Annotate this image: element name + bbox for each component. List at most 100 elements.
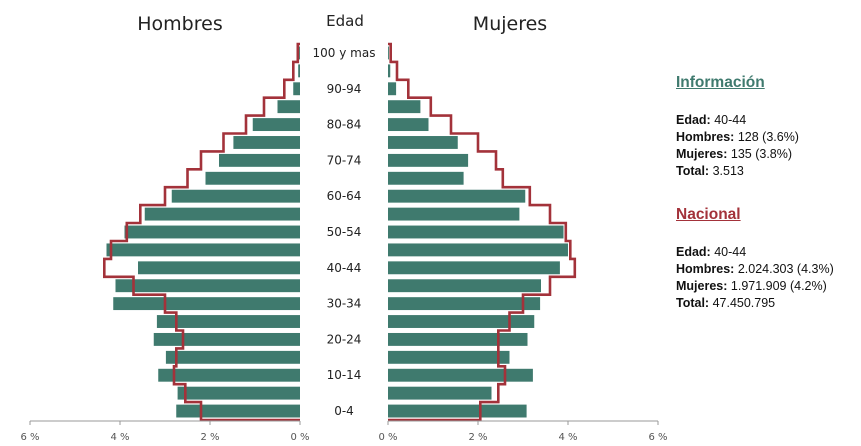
age-label-90-94: 90-94 <box>327 82 362 96</box>
info-total-label: Total: <box>676 164 710 178</box>
nac-total-value: 47.450.795 <box>712 296 776 310</box>
bar-hombres-30-34[interactable] <box>113 297 300 311</box>
title-edad: Edad <box>326 12 364 30</box>
info-edad-value: 40-44 <box>714 113 747 127</box>
bar-mujeres-80-84[interactable] <box>388 118 429 132</box>
bar-hombres-55-59[interactable] <box>144 207 300 221</box>
bar-mujeres-85-89[interactable] <box>388 100 421 114</box>
nacional-block: Nacional Edad: 40-44 Hombres: 2.024.303 … <box>676 206 861 312</box>
age-label-70-74: 70-74 <box>327 153 362 167</box>
bar-hombres-85-89[interactable] <box>277 100 301 114</box>
bar-mujeres-40-44[interactable] <box>388 261 560 275</box>
nac-total-row: Total: 47.450.795 <box>676 295 861 312</box>
bar-mujeres-15-19[interactable] <box>388 350 510 364</box>
age-label-20-24: 20-24 <box>327 332 362 346</box>
mujeres-bars <box>388 46 568 418</box>
info-edad-label: Edad: <box>676 113 711 127</box>
bar-mujeres-0-4[interactable] <box>388 404 527 418</box>
title-hombres: Hombres <box>137 13 222 35</box>
bar-mujeres-50-54[interactable] <box>388 225 564 239</box>
bar-mujeres-55-59[interactable] <box>388 207 520 221</box>
title-mujeres: Mujeres <box>473 13 547 35</box>
bar-mujeres-90-94[interactable] <box>388 82 397 96</box>
bar-mujeres-95-99[interactable] <box>388 64 391 78</box>
x-tick-label: 0 % <box>378 432 397 443</box>
bar-hombres-15-19[interactable] <box>165 350 300 364</box>
bar-mujeres-5-9[interactable] <box>388 386 492 400</box>
bar-hombres-35-39[interactable] <box>115 279 301 293</box>
nac-hombres-value: 2.024.303 (4.3%) <box>737 262 834 276</box>
age-label-30-34: 30-34 <box>327 297 362 311</box>
nac-edad-label: Edad: <box>676 245 711 259</box>
info-mujeres-value: 135 (3.8%) <box>730 147 793 161</box>
x-tick-label: 4 % <box>110 432 129 443</box>
bar-hombres-50-54[interactable] <box>124 225 301 239</box>
x-axis: 6 % 4 % 2 % 0 % 0 % 2 % 4 % 6 % <box>20 420 668 443</box>
bar-hombres-100-y-mas[interactable] <box>299 46 300 60</box>
age-labels: 0-4 10-14 20-24 30-34 40-44 50-54 60-64 70-74 80… <box>313 46 376 418</box>
nacional-heading: Nacional <box>676 206 741 223</box>
bar-mujeres-35-39[interactable] <box>388 279 541 293</box>
bar-hombres-70-74[interactable] <box>219 153 300 167</box>
x-tick-label: 2 % <box>200 432 219 443</box>
nac-edad-row: Edad: 40-44 <box>676 244 861 261</box>
x-tick-label: 6 % <box>20 432 39 443</box>
bar-hombres-0-4[interactable] <box>176 404 300 418</box>
bar-hombres-90-94[interactable] <box>293 82 300 96</box>
bar-hombres-75-79[interactable] <box>233 136 300 149</box>
bar-mujeres-20-24[interactable] <box>388 332 528 346</box>
info-total-row: Total: 3.513 <box>676 163 861 180</box>
nac-mujeres-value: 1.971.909 (4.2%) <box>730 279 827 293</box>
bar-mujeres-60-64[interactable] <box>388 189 526 203</box>
info-hombres-row: Hombres: 128 (3.6%) <box>676 129 861 146</box>
age-label-50-54: 50-54 <box>327 225 362 239</box>
outline-mujeres-nacional <box>388 42 577 422</box>
nac-total-label: Total: <box>676 296 710 310</box>
x-tick-label: 6 % <box>648 432 667 443</box>
nac-edad-value: 40-44 <box>714 245 747 259</box>
outline-hombres-nacional <box>103 42 300 422</box>
info-mujeres-row: Mujeres: 135 (3.8%) <box>676 146 861 163</box>
population-pyramid-chart: Hombres Edad Mujeres 0-4 10-14 20-24 30-34 4… <box>20 12 668 443</box>
info-edad-row: Edad: 40-44 <box>676 112 861 129</box>
bar-mujeres-100-y-mas[interactable] <box>388 46 389 60</box>
bar-mujeres-30-34[interactable] <box>388 297 541 311</box>
nac-hombres-label: Hombres: <box>676 262 735 276</box>
bar-hombres-40-44[interactable] <box>138 261 300 275</box>
informacion-heading: Información <box>676 74 765 91</box>
bar-mujeres-45-49[interactable] <box>388 243 568 257</box>
age-label-10-14: 10-14 <box>327 368 362 382</box>
info-hombres-value: 128 (3.6%) <box>737 130 799 144</box>
bar-hombres-20-24[interactable] <box>153 332 300 346</box>
bar-hombres-25-29[interactable] <box>156 315 300 328</box>
age-label-100-y-mas: 100 y mas <box>313 46 376 60</box>
age-label-40-44: 40-44 <box>327 261 362 275</box>
bar-mujeres-70-74[interactable] <box>388 153 469 167</box>
age-label-0-4: 0-4 <box>334 404 354 418</box>
hombres-bars <box>106 46 301 418</box>
age-label-60-64: 60-64 <box>327 189 362 203</box>
bar-hombres-65-69[interactable] <box>205 171 301 185</box>
info-hombres-label: Hombres: <box>676 130 735 144</box>
bar-mujeres-75-79[interactable] <box>388 136 458 149</box>
bar-mujeres-10-14[interactable] <box>388 368 533 382</box>
x-tick-label: 2 % <box>468 432 487 443</box>
x-tick-label: 4 % <box>558 432 577 443</box>
nac-hombres-row: Hombres: 2.024.303 (4.3%) <box>676 261 861 278</box>
bar-hombres-60-64[interactable] <box>171 189 300 203</box>
bar-mujeres-65-69[interactable] <box>388 171 464 185</box>
x-tick-label: 0 % <box>290 432 309 443</box>
nac-mujeres-label: Mujeres: <box>676 279 728 293</box>
bar-hombres-5-9[interactable] <box>177 386 300 400</box>
bar-mujeres-25-29[interactable] <box>388 315 535 328</box>
nac-mujeres-row: Mujeres: 1.971.909 (4.2%) <box>676 278 861 295</box>
bar-hombres-45-49[interactable] <box>106 243 301 257</box>
bar-hombres-95-99[interactable] <box>298 64 300 78</box>
age-label-80-84: 80-84 <box>327 118 362 132</box>
nacional-outlines <box>103 42 577 422</box>
bar-hombres-10-14[interactable] <box>158 368 300 382</box>
info-panel: Información Edad: 40-44 Hombres: 128 (3.… <box>676 74 861 338</box>
info-mujeres-label: Mujeres: <box>676 147 728 161</box>
bar-hombres-80-84[interactable] <box>252 118 300 132</box>
informacion-block: Información Edad: 40-44 Hombres: 128 (3.… <box>676 74 861 180</box>
